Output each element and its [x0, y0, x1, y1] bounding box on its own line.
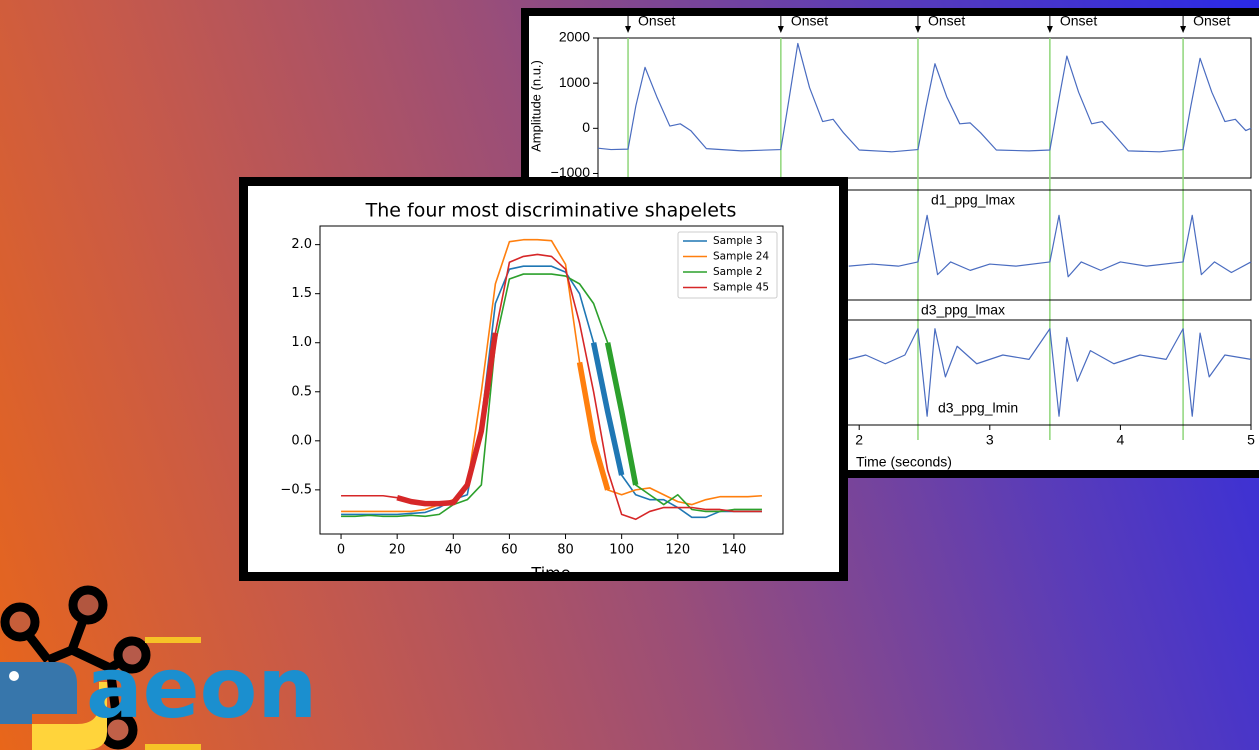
x-tick-label: 40 — [445, 543, 462, 558]
plot-frame — [319, 225, 784, 535]
x-tick-label: 120 — [665, 543, 690, 558]
onset-label: Onset — [1060, 13, 1097, 29]
data-line — [341, 265, 762, 519]
y-tick-label: 0.5 — [291, 384, 312, 399]
annotation: d3_ppg_lmin — [938, 400, 1018, 416]
shapelet — [576, 361, 611, 491]
annotation: d3_ppg_lmax — [921, 302, 1005, 318]
plot-frame — [597, 37, 1252, 179]
y-tick-label: −0.5 — [280, 482, 312, 497]
chart-title: The four most discriminative shapelets — [365, 200, 737, 222]
logo-python-blue — [0, 662, 77, 724]
onset-label: Onset — [638, 13, 675, 29]
onset-label: Onset — [791, 13, 828, 29]
logo-hourglass — [145, 744, 201, 750]
x-tick-label: 80 — [557, 543, 574, 558]
y-tick-label: 0.0 — [291, 433, 312, 448]
y-tick-label: 1.0 — [291, 335, 312, 350]
x-tick-label: 5 — [1247, 432, 1255, 448]
x-axis-label: Time — [530, 564, 570, 583]
logo-graph — [0, 585, 151, 750]
y-tick-label: 0 — [582, 119, 590, 135]
y-tick-label: 1.5 — [291, 286, 312, 301]
x-tick-label: 60 — [501, 543, 518, 558]
x-tick-label: 4 — [1117, 432, 1125, 448]
onset-label: Onset — [1193, 13, 1230, 29]
x-tick-label: 140 — [721, 543, 746, 558]
annotation: d1_ppg_lmax — [931, 192, 1015, 208]
data-line — [848, 328, 1252, 417]
y-tick-label: 2.0 — [291, 237, 312, 252]
onset-arrowhead — [777, 26, 784, 33]
x-tick-label: 0 — [337, 543, 345, 558]
x-tick-label: 3 — [986, 432, 994, 448]
data-line — [597, 42, 1252, 153]
shapelet — [590, 342, 625, 476]
y-tick-label: 1000 — [559, 74, 590, 90]
logo-text: aeon — [86, 639, 317, 737]
onset-arrowhead — [1046, 26, 1053, 33]
logo-hourglass — [145, 637, 201, 643]
x-tick-label: 2 — [855, 432, 863, 448]
onset-label: Onset — [928, 13, 965, 29]
y-tick-label: −1000 — [551, 164, 591, 180]
logo-eye — [9, 671, 19, 681]
data-line — [341, 238, 763, 513]
onset-arrowhead — [1180, 26, 1187, 33]
data-line — [341, 273, 762, 518]
y-axis-label: Amplitude (n.u.) — [528, 60, 543, 152]
x-tick-label: 100 — [609, 543, 634, 558]
data-line — [848, 214, 1252, 278]
legend-label: Sample 24 — [713, 251, 769, 263]
onset-arrowhead — [914, 26, 921, 33]
legend-label: Sample 2 — [713, 266, 762, 278]
shapelet — [604, 342, 639, 486]
onset-arrowhead — [625, 26, 632, 33]
x-tick-label: 20 — [389, 543, 406, 558]
legend-label: Sample 3 — [713, 235, 762, 247]
y-tick-label: 2000 — [559, 29, 590, 45]
shapelet — [396, 332, 499, 507]
legend-label: Sample 45 — [713, 282, 769, 294]
x-axis-label: Time (seconds) — [856, 454, 952, 470]
logo-python-yellow — [32, 682, 107, 750]
legend-box — [677, 231, 778, 299]
shapelet-figure: −0.5 0.0 0.5 1.0 1.5 2.0 0 20 40 60 80 100 120 140 The… — [280, 200, 784, 583]
logo: aeon — [0, 585, 317, 750]
